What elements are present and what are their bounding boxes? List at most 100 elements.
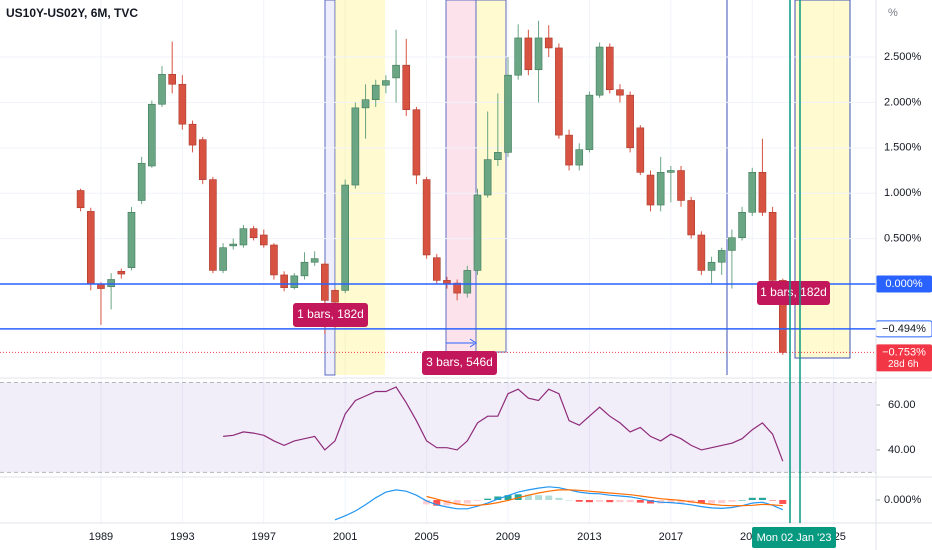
- arrow-head: [469, 338, 477, 348]
- candle-body: [239, 228, 248, 246]
- histogram-bar: [718, 500, 726, 504]
- histogram-bar: [463, 500, 471, 504]
- measure-label: 1 bars, 182d: [760, 285, 827, 299]
- x-tick-label: 2005: [414, 531, 438, 543]
- histogram-bar: [565, 500, 573, 501]
- candle-body: [422, 179, 431, 256]
- candle-body: [555, 47, 563, 136]
- candle-body: [249, 228, 258, 239]
- candle-body: [219, 247, 227, 271]
- countdown-label: 28d 6h: [888, 359, 919, 370]
- histogram-bar: [758, 497, 766, 500]
- measure-box: [757, 281, 830, 305]
- signal-line: [426, 489, 783, 507]
- histogram-bar: [738, 500, 746, 501]
- x-tick-label: 1993: [170, 531, 194, 543]
- histogram-bar: [748, 497, 756, 500]
- range-box: [445, 0, 477, 353]
- candle-body: [382, 80, 390, 86]
- candle-body: [687, 200, 695, 236]
- candle-body: [290, 275, 299, 288]
- candle-body: [76, 190, 85, 209]
- histogram-bar: [484, 498, 492, 500]
- candle-body: [229, 243, 238, 247]
- candle-body: [168, 73, 176, 85]
- histogram-bar: [616, 500, 624, 503]
- candle-body: [728, 237, 736, 251]
- histogram-bar: [524, 494, 532, 500]
- candle-body: [626, 94, 634, 149]
- price-label: −0.494%: [882, 323, 926, 335]
- candle-body: [473, 194, 482, 271]
- candle-body: [738, 211, 746, 239]
- candle-body: [280, 274, 288, 288]
- histogram-bar: [708, 500, 716, 504]
- candle-body: [677, 170, 685, 201]
- histogram-bar: [728, 500, 736, 502]
- candle-body: [768, 211, 777, 281]
- histogram-bar: [667, 500, 675, 504]
- histogram-bar: [423, 500, 431, 505]
- y-tick-label: 60.00: [888, 399, 916, 411]
- candle-body: [341, 184, 349, 291]
- crosshair-label: Mon 02 Jan '23: [757, 532, 832, 544]
- measure-box: [422, 351, 497, 375]
- candle-body: [127, 211, 136, 268]
- candle-body: [758, 172, 767, 213]
- candle-body: [524, 37, 533, 71]
- histogram-bar: [535, 495, 543, 500]
- candle-body: [575, 149, 584, 166]
- histogram-bar: [646, 500, 654, 504]
- measure-box: [293, 303, 368, 327]
- candle-body: [310, 258, 319, 263]
- candle-body: [107, 279, 115, 288]
- histogram-bar: [453, 500, 461, 505]
- candle-body: [331, 290, 339, 303]
- measure-label: 1 bars, 182d: [297, 307, 364, 321]
- last-price-label: −0.753%: [882, 346, 926, 358]
- candle-body: [178, 83, 187, 125]
- candle-body: [432, 257, 441, 281]
- candle-body: [453, 282, 461, 294]
- histogram-bar: [555, 497, 563, 500]
- candle-body: [707, 261, 716, 271]
- histogram-bar: [606, 500, 614, 503]
- histogram-bar: [779, 500, 787, 504]
- candle-body: [402, 64, 411, 110]
- candle-body: [717, 250, 726, 263]
- histogram-bar: [494, 496, 502, 500]
- candle-body: [514, 37, 522, 76]
- histogram-bar: [596, 500, 604, 502]
- candle-body: [321, 263, 329, 301]
- histogram-bar: [443, 500, 451, 506]
- candle-body: [544, 37, 553, 49]
- x-tick-label: 1997: [252, 531, 276, 543]
- candle-body: [361, 99, 370, 109]
- candle-body: [656, 172, 665, 206]
- chart-title: US10Y-US02Y, 6M, TVC: [6, 6, 138, 20]
- candle-body: [483, 159, 492, 196]
- histogram-bar: [636, 500, 644, 503]
- candle-body: [667, 170, 675, 173]
- candle-body: [270, 244, 278, 276]
- histogram-bar: [626, 500, 634, 503]
- y-tick-label: 2.500%: [884, 51, 922, 63]
- histogram-bar: [473, 500, 481, 501]
- x-tick-label: 2017: [659, 531, 683, 543]
- crosshair-label-box: [752, 527, 836, 548]
- measure-label: 3 bars, 546d: [426, 355, 493, 369]
- y-tick-label: 0.500%: [884, 233, 922, 245]
- rsi-line: [223, 386, 784, 462]
- histogram-bar: [504, 495, 512, 500]
- candle-body: [646, 174, 655, 206]
- candle-body: [616, 89, 624, 96]
- y-tick-label: 2.000%: [884, 96, 922, 108]
- histogram-bar: [585, 500, 593, 503]
- histogram-bar: [769, 500, 777, 501]
- candle-body: [188, 123, 197, 146]
- candle-body: [534, 37, 543, 71]
- x-tick-label: 2009: [496, 531, 520, 543]
- x-tick-label: 2001: [333, 531, 357, 543]
- histogram-bar: [697, 500, 705, 504]
